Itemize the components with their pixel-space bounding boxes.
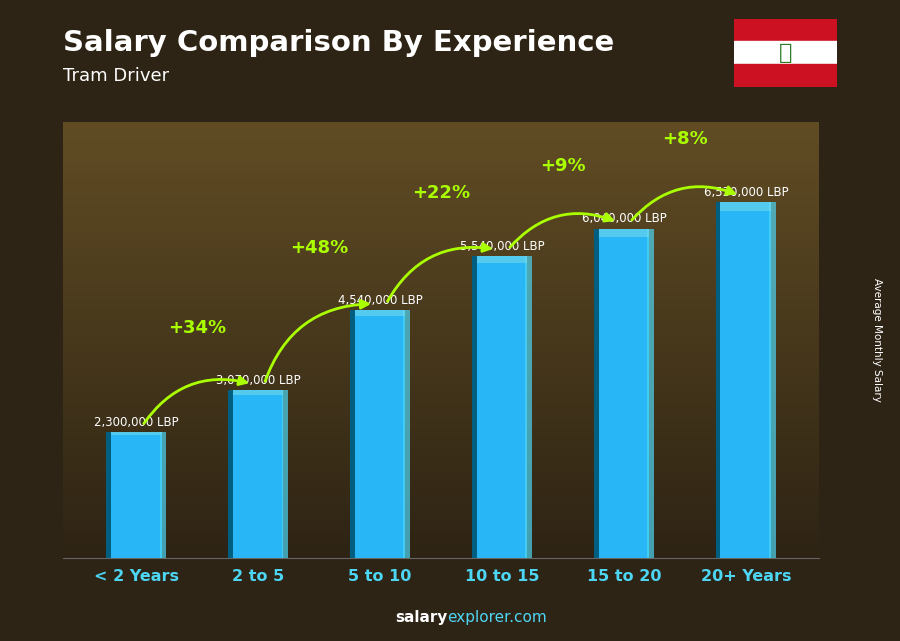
Bar [721,202,771,211]
Bar [477,256,527,263]
Text: explorer.com: explorer.com [447,610,547,625]
Bar [233,390,284,558]
Bar [350,310,356,558]
Bar [233,390,284,395]
Bar [598,229,649,558]
Bar [472,256,479,558]
Text: 6,040,000 LBP: 6,040,000 LBP [581,212,666,225]
Bar [770,202,776,558]
Bar [734,64,837,87]
Bar [111,432,161,435]
Text: Average Monthly Salary: Average Monthly Salary [872,278,883,402]
Bar [355,310,405,558]
Bar [598,229,649,237]
Text: +34%: +34% [168,319,226,337]
Text: 🌲: 🌲 [778,43,792,63]
Bar [355,310,405,317]
Text: 3,070,000 LBP: 3,070,000 LBP [216,374,301,387]
Text: +9%: +9% [540,157,586,175]
Bar [477,256,527,558]
Bar [734,42,837,64]
Bar [716,202,723,558]
Text: +48%: +48% [290,239,348,257]
Bar [721,202,771,558]
Text: 4,540,000 LBP: 4,540,000 LBP [338,294,422,307]
Text: 2,300,000 LBP: 2,300,000 LBP [94,416,178,429]
Text: +8%: +8% [662,131,707,149]
Bar [594,229,600,558]
Text: Salary Comparison By Experience: Salary Comparison By Experience [63,29,614,57]
Bar [734,19,837,42]
Bar [526,256,532,558]
Text: salary: salary [395,610,447,625]
Bar [647,229,653,558]
Bar [106,432,112,558]
Text: +22%: +22% [412,185,470,203]
Bar [111,432,161,558]
Bar [282,390,288,558]
Text: Tram Driver: Tram Driver [63,67,169,85]
Bar [229,390,235,558]
Bar [403,310,410,558]
Text: 5,540,000 LBP: 5,540,000 LBP [460,240,544,253]
Bar [159,432,166,558]
Text: 6,530,000 LBP: 6,530,000 LBP [704,186,788,199]
